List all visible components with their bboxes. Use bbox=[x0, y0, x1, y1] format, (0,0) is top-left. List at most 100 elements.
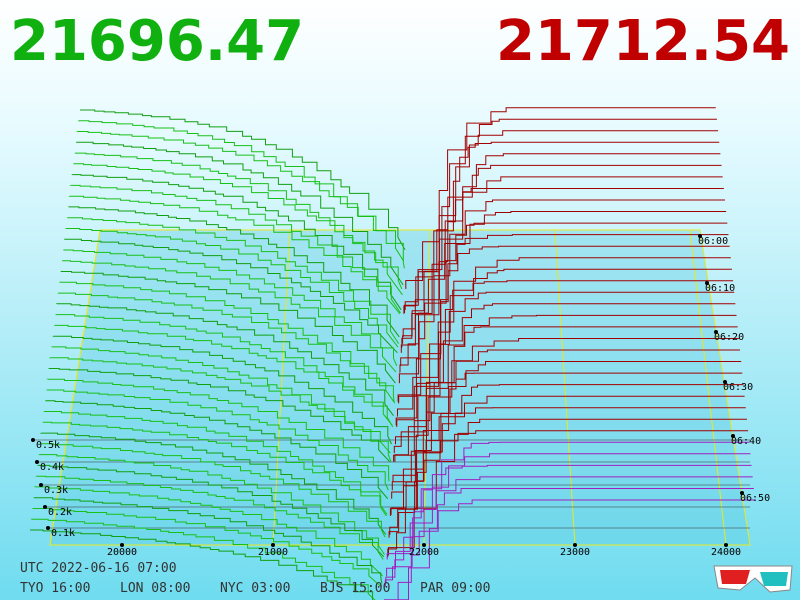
ask-curve bbox=[385, 464, 752, 585]
bid-curve bbox=[71, 174, 402, 311]
ask-curve bbox=[391, 349, 740, 491]
grid-line bbox=[689, 229, 727, 546]
bid-curve bbox=[77, 120, 405, 269]
depth-tick-label: 0.4k bbox=[40, 462, 64, 473]
bid-curve bbox=[30, 529, 374, 600]
bid-curve bbox=[54, 324, 393, 426]
bid-curve bbox=[38, 454, 385, 555]
ask-curve bbox=[388, 407, 746, 539]
ask-curve bbox=[405, 107, 716, 290]
ask-curve bbox=[403, 141, 720, 315]
bid-curve bbox=[60, 271, 396, 384]
time-tick-label: 06:00 bbox=[698, 236, 728, 247]
bid-curve bbox=[65, 228, 399, 348]
tick-dot bbox=[271, 543, 275, 547]
clock: PAR 09:00 bbox=[420, 581, 490, 596]
ask-curve bbox=[390, 372, 743, 516]
tick-dot bbox=[705, 281, 709, 285]
bid-curve bbox=[48, 368, 390, 462]
tick-dot bbox=[35, 460, 39, 464]
ask-curve bbox=[389, 384, 744, 517]
x-tick-label: 23000 bbox=[560, 547, 590, 558]
time-tick-label: 06:30 bbox=[723, 382, 753, 393]
tick-dot bbox=[714, 330, 718, 334]
depth-tick-label: 0.3k bbox=[44, 485, 68, 496]
clock: TYO 16:00 bbox=[20, 581, 90, 596]
bid-curve bbox=[44, 400, 389, 499]
ask-price: 21712.54 bbox=[496, 9, 790, 74]
utc-time: UTC 2022-06-16 07:00 bbox=[20, 561, 177, 576]
depth-tick-label: 0.1k bbox=[51, 528, 75, 539]
bid-curve bbox=[46, 378, 390, 482]
x-tick-label: 21000 bbox=[258, 547, 288, 558]
clock: BJS 15:00 bbox=[320, 581, 390, 596]
3d-glasses-icon[interactable] bbox=[713, 565, 793, 593]
bid-curve bbox=[33, 497, 383, 584]
clock: NYC 03:00 bbox=[220, 581, 290, 596]
bid-curve bbox=[42, 421, 387, 517]
time-tick-label: 06:10 bbox=[705, 283, 735, 294]
axis-labels: 20000 21000 22000 23000 24000 0.5k 0.4k 0.3k 0.2… bbox=[31, 234, 770, 558]
tick-dot bbox=[724, 543, 728, 547]
ask-curve bbox=[399, 211, 727, 374]
world-clocks: TYO 16:00 LON 08:00 NYC 03:00 BJS 15:00 PAR … bbox=[20, 581, 490, 596]
bid-curve bbox=[39, 432, 387, 535]
bid-curve bbox=[48, 357, 391, 454]
ask-curve bbox=[397, 245, 730, 402]
bid-curve bbox=[76, 141, 404, 286]
x-tick-label: 22000 bbox=[409, 547, 439, 558]
ask-curve bbox=[402, 164, 722, 344]
grid-line bbox=[554, 229, 576, 546]
ask-curve bbox=[384, 476, 753, 588]
bid-curve bbox=[68, 195, 401, 315]
bid-curve bbox=[63, 249, 398, 367]
tick-dot bbox=[31, 438, 35, 442]
bid-curve bbox=[63, 238, 398, 354]
bid-curve bbox=[30, 518, 376, 600]
tick-dot bbox=[740, 491, 744, 495]
bid-curve bbox=[66, 217, 400, 344]
bid-curve bbox=[55, 314, 394, 428]
ask-curve bbox=[393, 326, 738, 462]
x-tick-label: 20000 bbox=[107, 547, 137, 558]
ask-curve bbox=[387, 430, 749, 558]
bid-curve bbox=[61, 260, 397, 373]
bid-curve bbox=[43, 411, 388, 515]
tick-dot bbox=[698, 234, 702, 238]
tick-dot bbox=[731, 434, 735, 438]
bid-curve bbox=[52, 335, 392, 445]
tick-dot bbox=[46, 526, 50, 530]
bid-curve bbox=[46, 389, 389, 491]
bid-curve bbox=[68, 206, 400, 338]
clock: LON 08:00 bbox=[120, 581, 190, 596]
tick-dot bbox=[43, 505, 47, 509]
ask-curve bbox=[395, 291, 735, 445]
tick-dot bbox=[723, 380, 727, 384]
bid-curve bbox=[74, 152, 403, 296]
bid-curve bbox=[51, 346, 392, 462]
bid-curve bbox=[69, 184, 401, 314]
bid-curve bbox=[57, 292, 395, 402]
bid-curve bbox=[59, 281, 396, 404]
ask-curve bbox=[404, 118, 717, 311]
bid-curve bbox=[76, 131, 405, 262]
time-tick-label: 06:20 bbox=[714, 332, 744, 343]
x-tick-label: 24000 bbox=[711, 547, 741, 558]
bid-curve bbox=[73, 163, 403, 290]
bid-curve bbox=[80, 109, 406, 251]
tick-dot bbox=[39, 483, 43, 487]
depth-tick-label: 0.2k bbox=[48, 507, 72, 518]
grid-line bbox=[423, 229, 431, 546]
ask-curve bbox=[396, 268, 732, 428]
ask-curve bbox=[398, 222, 728, 384]
tick-dot bbox=[120, 543, 124, 547]
ask-curve bbox=[398, 234, 729, 404]
depth-curves bbox=[30, 107, 755, 600]
depth-tick-label: 0.5k bbox=[36, 440, 60, 451]
time-tick-label: 06:50 bbox=[740, 493, 770, 504]
ask-curve bbox=[397, 499, 755, 600]
bid-curve bbox=[39, 443, 386, 538]
ask-curve bbox=[384, 488, 754, 600]
tick-dot bbox=[422, 543, 426, 547]
tick-dot bbox=[573, 543, 577, 547]
